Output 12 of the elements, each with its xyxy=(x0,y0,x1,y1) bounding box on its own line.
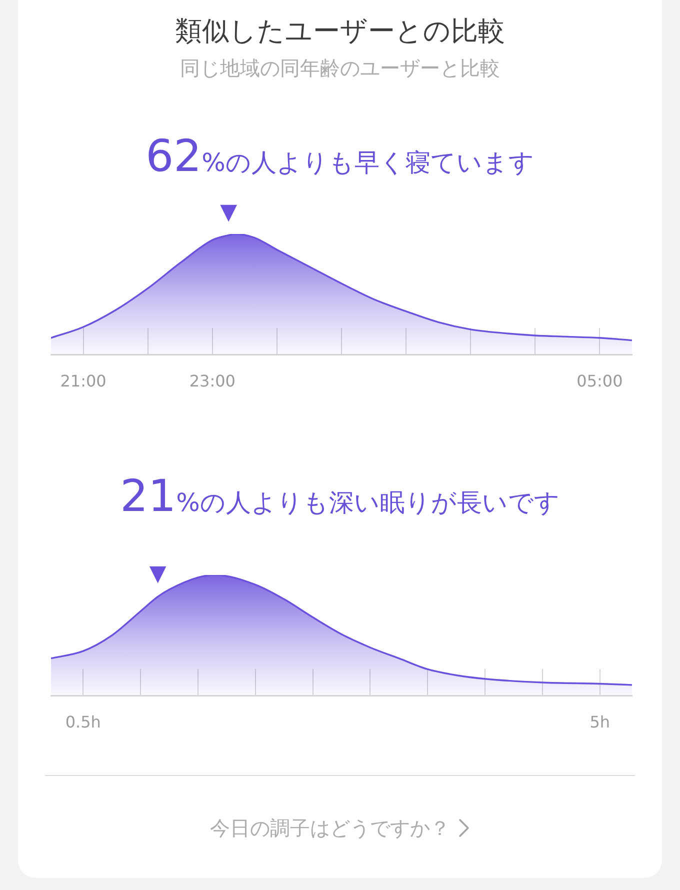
text: 類似したユーザーとの比較 xyxy=(174,16,506,48)
x-tick-label: 23:00 xyxy=(189,372,236,391)
x-tick-label: 5h xyxy=(590,712,610,732)
chart-title: 62%の人よりも早く寝ています xyxy=(146,131,534,182)
text: 同じ地域の同年齢のユーザーと比較 xyxy=(179,56,501,80)
annotation: ▼ xyxy=(220,200,238,226)
x-tick-label: 05:00 xyxy=(576,372,623,391)
x-tick-label: 21:00 xyxy=(60,372,106,391)
x-tick-label: 0.5h xyxy=(65,712,101,732)
annotation: ▼ xyxy=(149,562,166,587)
text: 今日の調子はどうですか？ xyxy=(210,816,450,840)
chart-title: 21%の人よりも深い眠りが長いです xyxy=(120,471,560,522)
